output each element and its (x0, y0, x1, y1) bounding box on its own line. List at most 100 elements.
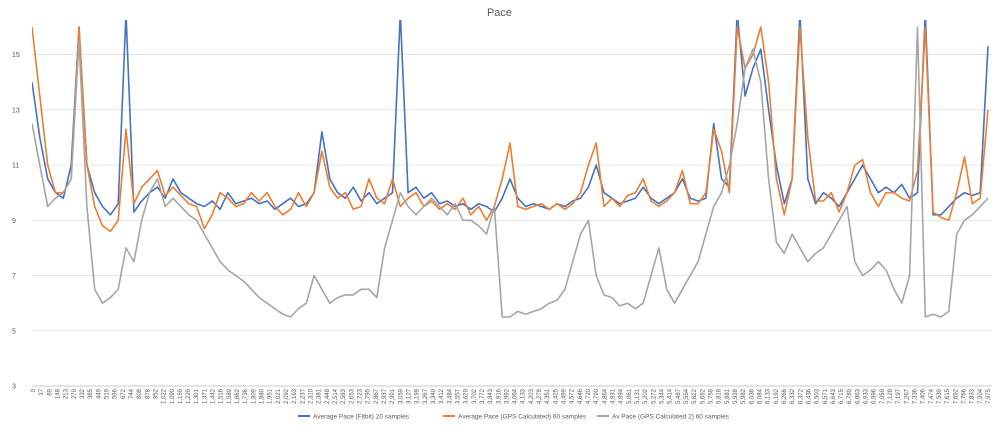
x-tick-label: 3,340 (431, 388, 437, 404)
series-line-2 (32, 26, 989, 233)
x-tick-label: 6,133 (766, 388, 772, 404)
x-tick-label: 5,202 (643, 388, 649, 404)
x-tick-label: 878 (145, 388, 151, 399)
x-tick-label: 6,715 (839, 388, 845, 404)
x-tick-label: 6,503 (815, 388, 821, 404)
y-axis-tick-labels: 3 5 7 9 11 13 15 (12, 52, 20, 390)
grid-lines (32, 54, 992, 387)
x-tick-label: 3,629 (464, 388, 470, 404)
x-tick-label: 7,975 (986, 388, 992, 404)
x-tick-label: 7,766 (962, 388, 968, 404)
x-tick-label: 2,021 (276, 388, 282, 404)
x-tick-label: 1,159 (178, 388, 184, 404)
x-tick-label: 6,863 (855, 388, 861, 404)
x-tick-label: 2,163 (292, 388, 298, 404)
y-tick-label: 5 (12, 328, 16, 335)
x-tick-label: 3,772 (480, 388, 486, 404)
x-tick-label: 7,406 (921, 388, 927, 404)
x-tick-label: 672 (121, 388, 127, 399)
x-tick-label: 37 (39, 388, 45, 395)
y-tick-label: 9 (12, 218, 16, 225)
x-tick-label: 2,448 (325, 388, 331, 404)
x-tick-label: 4,064 (513, 388, 519, 404)
x-tick-label: 6,996 (872, 388, 878, 404)
x-tick-label: 6,436 (806, 388, 812, 404)
x-tick-label: 7,267 (904, 388, 910, 404)
x-tick-label: 5,758 (708, 388, 714, 404)
x-tick-label: 7,128 (888, 388, 894, 404)
x-tick-label: 4,864 (602, 388, 608, 404)
x-tick-label: 5,131 (635, 388, 641, 404)
x-tick-label: 4,931 (611, 388, 617, 404)
x-tick-label: 2,092 (284, 388, 290, 404)
x-tick-label: 4,572 (570, 388, 576, 404)
series-line-1 (32, 20, 989, 216)
x-tick-label: 6,571 (823, 388, 829, 404)
legend: Average Pace (Fitbit) 20 samples Average … (298, 414, 730, 421)
x-tick-label: 6,372 (798, 388, 804, 404)
x-tick-label: 1,589 (227, 388, 233, 404)
x-tick-label: 4,790 (594, 388, 600, 404)
x-tick-label: 6,192 (774, 388, 780, 404)
x-tick-label: 2,795 (366, 388, 372, 404)
x-tick-label: 1,090 (170, 388, 176, 404)
x-tick-label: 4,646 (578, 388, 584, 404)
x-tick-label: 2,867 (374, 388, 380, 404)
x-tick-label: 2,310 (309, 388, 315, 404)
x-tick-label: 6,332 (790, 388, 796, 404)
x-tick-label: 449 (96, 388, 102, 399)
x-tick-label: 7,197 (896, 388, 902, 404)
x-tick-label: 952 (153, 388, 159, 399)
x-tick-label: 3,702 (472, 388, 478, 404)
x-tick-label: 3,843 (488, 388, 494, 404)
x-tick-label: 385 (88, 388, 94, 399)
x-tick-label: 4,351 (545, 388, 551, 404)
x-tick-label: 2,937 (382, 388, 388, 404)
x-tick-label: 332 (80, 388, 86, 399)
x-tick-label: 7,539 (937, 388, 943, 404)
x-tick-label: 744 (129, 388, 135, 399)
x-tick-label: 4,499 (562, 388, 568, 404)
x-tick-label: 4,720 (586, 388, 592, 404)
x-tick-label: 6,643 (831, 388, 837, 404)
x-tick-label: 2,583 (341, 388, 347, 404)
legend-label: Average Pace (GPS Calculated) 60 samples (458, 414, 587, 421)
x-tick-label: 2,653 (349, 388, 355, 404)
x-tick-label: 1,301 (194, 388, 200, 404)
x-tick-label: 6,933 (864, 388, 870, 404)
y-tick-label: 13 (12, 107, 20, 114)
x-tick-label: 7,336 (913, 388, 919, 404)
x-tick-label: 2,237 (300, 388, 306, 404)
x-tick-label: 6,084 (757, 388, 763, 404)
x-tick-label: 7,615 (945, 388, 951, 404)
x-tick-label: 6,789 (847, 388, 853, 404)
x-tick-label: 5,982 (741, 388, 747, 404)
x-tick-label: 89 (47, 388, 53, 395)
x-tick-label: 0 (31, 388, 37, 392)
series-lines (32, 20, 989, 318)
x-tick-label: 148 (55, 388, 61, 399)
x-tick-label: 6,266 (782, 388, 788, 404)
legend-label: Average Pace (Fitbit) 20 samples (313, 414, 410, 421)
x-tick-label: 1,516 (219, 388, 225, 404)
x-tick-label: 5,938 (733, 388, 739, 404)
x-tick-label: 3,127 (406, 388, 412, 404)
x-tick-label: 808 (137, 388, 143, 399)
x-tick-label: 5,818 (717, 388, 723, 404)
x-tick-label: 4,203 (529, 388, 535, 404)
x-tick-label: 4,425 (553, 388, 559, 404)
x-tick-label: 3,484 (447, 388, 453, 404)
x-tick-label: 5,622 (692, 388, 698, 404)
x-tick-label: 5,344 (660, 388, 666, 404)
chart-title: Pace (487, 7, 512, 19)
x-tick-label: 519 (104, 388, 110, 399)
x-tick-label: 3,198 (415, 388, 421, 404)
x-tick-label: 1,809 (251, 388, 257, 404)
x-tick-label: 1,229 (186, 388, 192, 404)
x-tick-label: 3,916 (496, 388, 502, 404)
x-tick-label: 1,662 (235, 388, 241, 404)
x-tick-label: 4,133 (521, 388, 527, 404)
x-tick-label: 1,442 (211, 388, 217, 404)
y-tick-label: 11 (12, 163, 19, 170)
x-tick-label: 2,381 (317, 388, 323, 404)
